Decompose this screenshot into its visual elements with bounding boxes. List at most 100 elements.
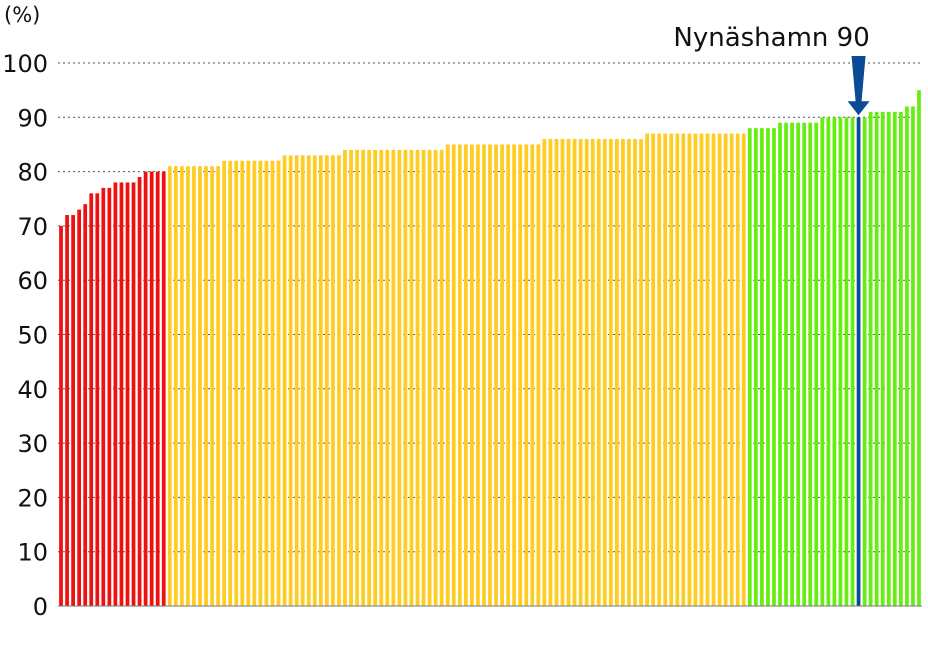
bar — [216, 166, 220, 607]
bar — [645, 133, 649, 606]
bar — [355, 149, 359, 606]
bar — [276, 160, 281, 607]
bar — [602, 139, 607, 606]
bar — [361, 149, 365, 606]
bar — [421, 149, 426, 606]
bar — [119, 182, 124, 606]
bar — [403, 149, 408, 606]
bar — [663, 133, 668, 606]
bar — [137, 177, 142, 606]
bar — [415, 149, 420, 606]
bar — [862, 117, 867, 607]
bar — [445, 144, 450, 606]
bar — [288, 155, 293, 606]
y-tick-label: 10 — [17, 539, 48, 567]
bar — [391, 149, 396, 606]
bar — [331, 155, 335, 606]
bar — [131, 182, 136, 606]
bar — [772, 128, 776, 606]
bar — [790, 122, 794, 606]
y-tick-label: 30 — [17, 430, 48, 458]
y-tick-label: 60 — [17, 267, 48, 295]
bars — [58, 90, 922, 607]
bar — [723, 133, 728, 606]
bar — [179, 166, 184, 607]
bar — [83, 204, 88, 606]
bar — [542, 139, 547, 606]
bar — [210, 166, 214, 607]
bar — [324, 155, 329, 606]
bar — [451, 144, 456, 606]
bar — [735, 133, 740, 606]
bar — [270, 160, 275, 607]
bar — [433, 149, 438, 606]
bar — [711, 133, 716, 606]
bar — [379, 149, 384, 606]
bar — [246, 160, 251, 607]
bar — [71, 215, 75, 607]
bar — [518, 144, 523, 606]
bar — [373, 149, 378, 606]
bar — [850, 117, 855, 607]
bar — [494, 144, 498, 606]
y-unit-label: (%) — [4, 3, 40, 27]
bar — [820, 117, 825, 607]
bar — [548, 139, 553, 606]
bar — [886, 111, 891, 607]
bar — [294, 155, 299, 606]
bar — [675, 133, 680, 606]
bar — [657, 133, 662, 606]
bar — [621, 139, 625, 606]
bar — [832, 117, 837, 607]
bar — [905, 106, 909, 606]
bar — [385, 149, 390, 606]
bar — [252, 160, 257, 607]
bar — [530, 144, 535, 606]
bar — [59, 225, 63, 606]
bar — [65, 215, 69, 607]
bar — [506, 144, 510, 606]
bar — [802, 122, 807, 606]
bar — [149, 171, 154, 606]
bar — [306, 155, 311, 606]
bar — [814, 122, 819, 606]
bar — [161, 171, 166, 606]
bar — [234, 160, 239, 607]
bar — [167, 166, 172, 607]
bar — [717, 133, 722, 606]
bar — [699, 133, 704, 606]
bar — [204, 166, 208, 607]
bar — [192, 166, 196, 607]
y-tick-labels: 0 10 20 30 40 50 60 70 80 90 100 — [2, 50, 48, 621]
bar — [282, 155, 287, 606]
bar — [892, 111, 897, 607]
bar — [240, 160, 245, 607]
bar — [113, 182, 118, 606]
bar — [639, 139, 643, 606]
y-tick-label: 0 — [33, 593, 48, 621]
bar — [596, 139, 601, 606]
bar — [186, 166, 190, 607]
bar — [343, 149, 347, 606]
bar — [572, 139, 577, 606]
bar — [107, 187, 112, 606]
bar — [651, 133, 656, 606]
bar — [222, 160, 227, 607]
bar — [228, 160, 233, 607]
bar — [349, 149, 353, 606]
bar — [747, 128, 752, 606]
bar — [300, 155, 305, 606]
bar — [482, 144, 486, 606]
bar — [766, 128, 770, 606]
bar — [760, 128, 764, 606]
bar — [457, 144, 462, 606]
bar — [512, 144, 517, 606]
bar — [173, 166, 178, 607]
bar — [258, 160, 263, 607]
highlight-arrow-icon — [847, 56, 870, 116]
bar — [868, 111, 873, 607]
y-tick-label: 80 — [17, 159, 48, 187]
bar — [796, 122, 801, 606]
bar — [397, 149, 402, 606]
